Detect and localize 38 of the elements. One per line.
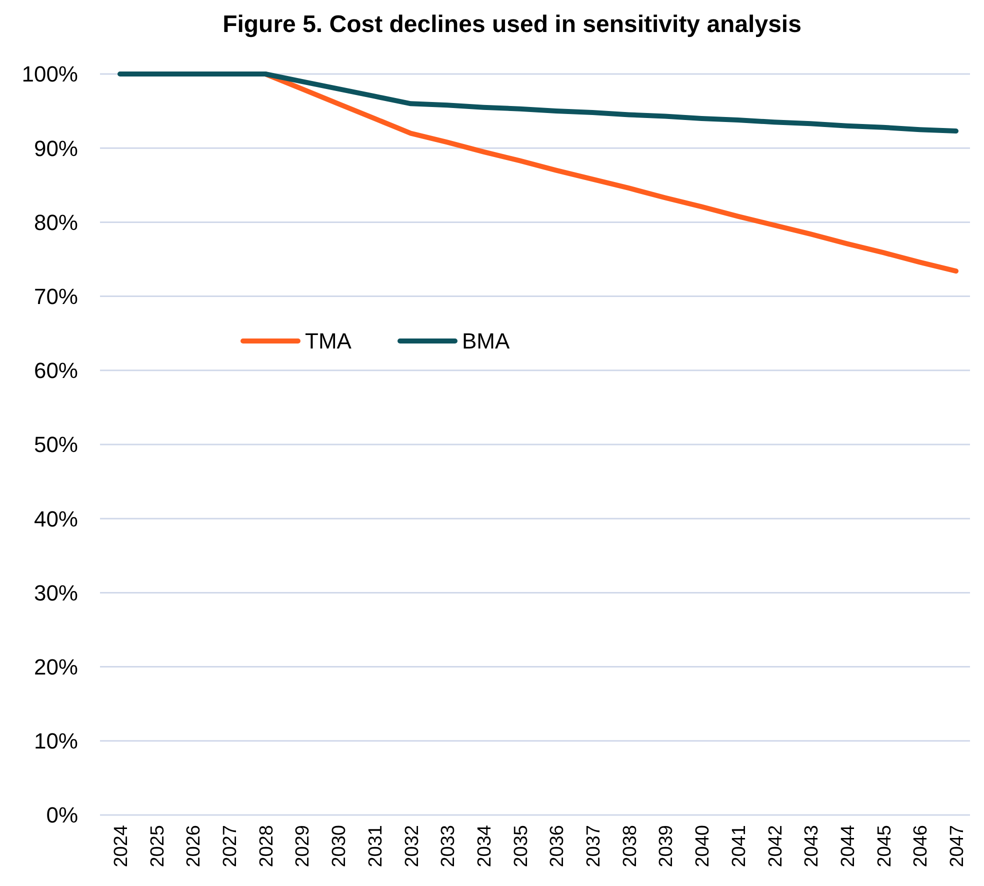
- y-tick-label: 20%: [34, 654, 78, 680]
- x-tick-label: 2039: [656, 825, 678, 868]
- y-tick-label: 80%: [34, 210, 78, 235]
- chart-title: Figure 5. Cost declines used in sensitivity analysis: [222, 11, 802, 38]
- legend-label: TMA: [305, 328, 352, 354]
- x-tick-label: 2047: [947, 825, 968, 868]
- x-tick-label: 2027: [220, 825, 242, 868]
- x-tick-label: 2037: [584, 825, 605, 868]
- x-tick-label: 2042: [765, 825, 786, 868]
- x-tick-label: 2025: [147, 825, 168, 868]
- x-tick-label: 2034: [474, 824, 496, 868]
- x-tick-label: 2044: [838, 824, 859, 868]
- x-tick-label: 2032: [402, 825, 423, 868]
- x-tick-label: 2041: [728, 825, 750, 868]
- y-tick-label: 40%: [34, 506, 78, 532]
- x-tick-label: 2036: [547, 825, 568, 868]
- legend-label: BMA: [462, 328, 510, 354]
- x-tick-label: 2043: [802, 825, 823, 868]
- y-tick-label: 70%: [34, 284, 78, 309]
- x-tick-label: 2038: [620, 825, 641, 868]
- y-tick-label: 90%: [34, 136, 78, 161]
- y-tick-label: 0%: [46, 802, 78, 828]
- x-tick-label: 2030: [329, 825, 350, 868]
- y-tick-label: 30%: [34, 580, 78, 606]
- x-tick-label: 2028: [256, 825, 278, 868]
- x-tick-label: 2035: [510, 825, 532, 868]
- x-tick-label: 2024: [111, 824, 132, 868]
- x-tick-label: 2031: [365, 825, 386, 868]
- x-tick-label: 2033: [438, 825, 460, 868]
- y-tick-label: 60%: [34, 358, 78, 384]
- x-tick-label: 2045: [874, 825, 896, 868]
- x-tick-label: 2040: [692, 825, 714, 868]
- x-tick-label: 2029: [292, 825, 314, 868]
- y-tick-label: 50%: [34, 432, 78, 458]
- y-tick-label: 10%: [34, 728, 78, 754]
- y-tick-label: 100%: [22, 62, 78, 87]
- x-tick-label: 2046: [910, 825, 932, 868]
- x-tick-label: 2026: [184, 825, 205, 868]
